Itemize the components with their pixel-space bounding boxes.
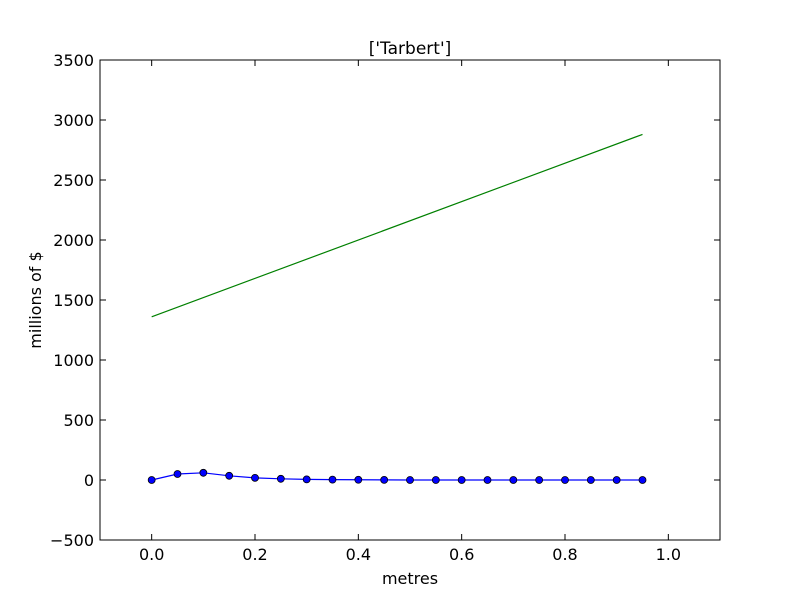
series-0-point — [302, 475, 311, 484]
x-tick-label: 0.2 — [242, 545, 267, 564]
series-0-point — [147, 476, 156, 484]
y-tick-label: 2000 — [53, 231, 94, 250]
y-tick-label: 1500 — [53, 291, 94, 310]
series-0-line — [151, 472, 643, 481]
series-0-point — [561, 476, 569, 484]
series-0-point — [173, 470, 182, 478]
series-0-point — [483, 476, 492, 484]
x-tick-label: 0.4 — [346, 545, 371, 564]
series-0-point — [354, 475, 363, 484]
series-0-point — [251, 473, 259, 482]
y-axis-label: millions of $ — [26, 251, 45, 348]
series-0-point — [328, 475, 337, 484]
y-tick-label: 3000 — [53, 111, 94, 130]
series-1-line — [151, 133, 643, 318]
series-0-point — [276, 474, 285, 483]
y-tick-label: 500 — [63, 411, 94, 430]
x-tick-label: 0.8 — [552, 545, 577, 564]
series-0-point — [586, 476, 595, 484]
y-tick-label: 3500 — [53, 51, 94, 70]
series-0-point — [612, 476, 621, 484]
series-0-point — [638, 476, 647, 484]
x-tick-label: 0.6 — [449, 545, 474, 564]
y-tick-label: 0 — [84, 471, 94, 490]
ticks: 0.0 0.2 0.4 0.6 0.8 1.0 −500 0 500 1000 1500 2000 25… — [50, 51, 720, 564]
series-0-point — [457, 476, 466, 484]
y-tick-label: −500 — [50, 531, 94, 550]
y-tick-label: 1000 — [53, 351, 94, 370]
x-tick-label: 1.0 — [656, 545, 681, 564]
series-0-point — [431, 476, 440, 484]
series-0-point — [380, 475, 389, 484]
x-axis-label: metres — [382, 569, 438, 588]
series-0-point — [225, 471, 234, 480]
series-0-point — [535, 476, 544, 484]
plot-area — [147, 133, 647, 484]
chart-title: ['Tarbert'] — [369, 39, 452, 59]
y-tick-label: 2500 — [53, 171, 94, 190]
series-0-point — [199, 468, 208, 477]
series-0-point — [509, 476, 518, 484]
x-tick-label: 0.0 — [139, 545, 164, 564]
series-0-point — [406, 476, 414, 484]
